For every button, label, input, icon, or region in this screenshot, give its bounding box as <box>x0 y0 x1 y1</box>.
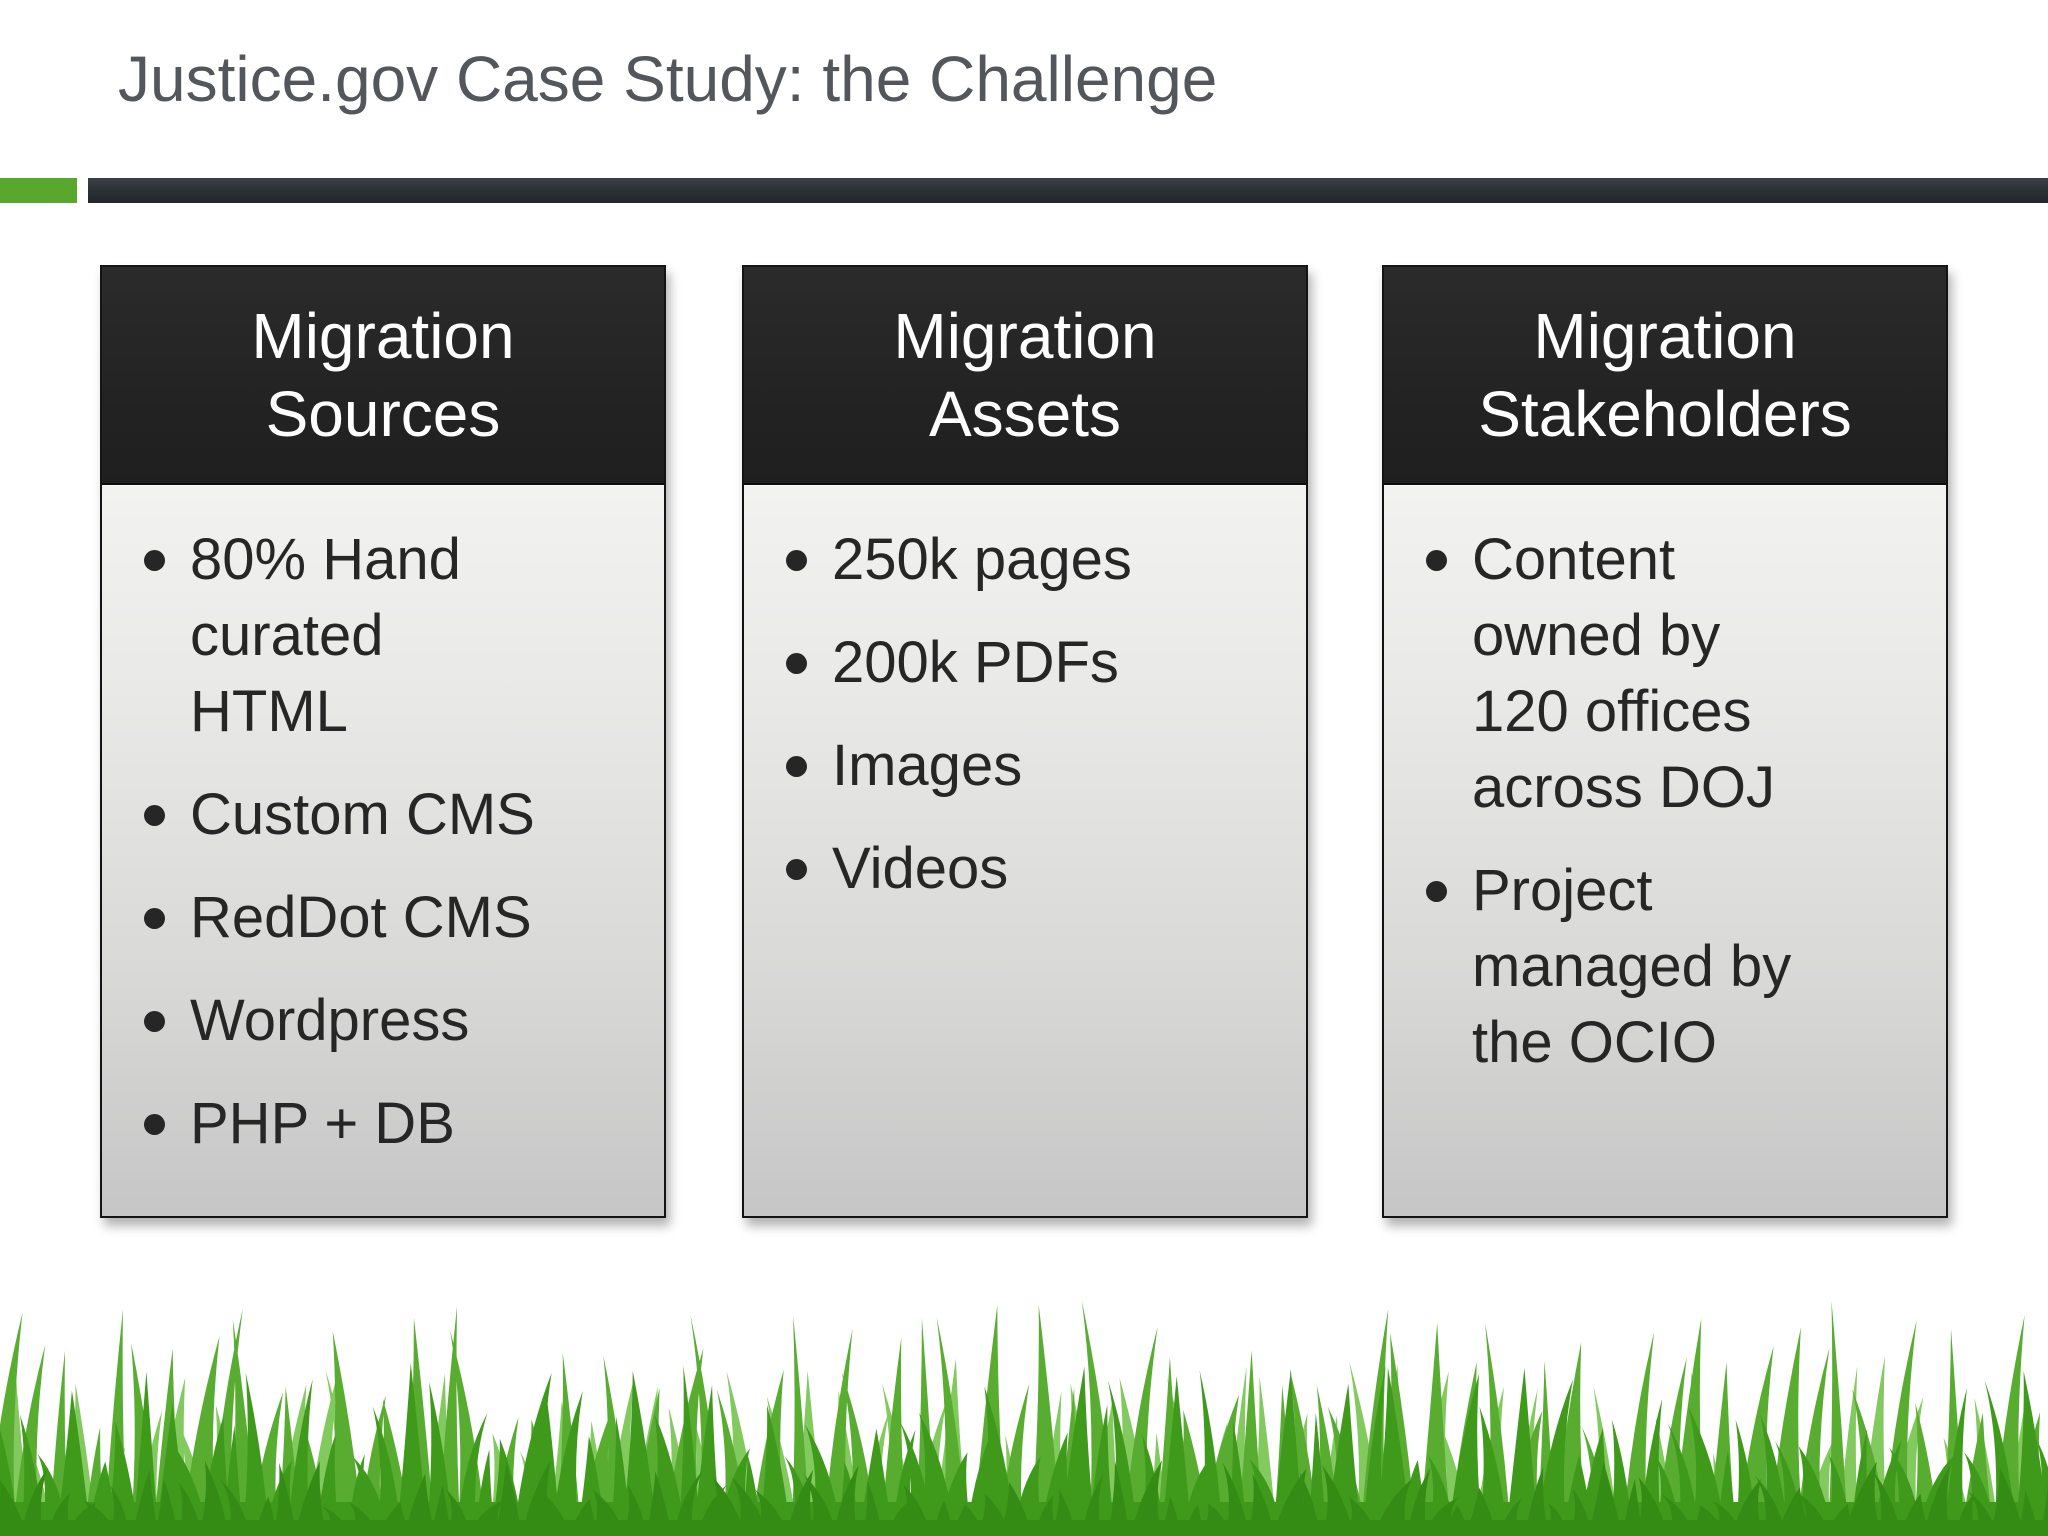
bullet-item: Videos <box>780 831 1184 907</box>
bullet-list-stakeholders: Content owned by 120 offices across DOJ … <box>1384 522 1946 1081</box>
grass-border-image <box>0 1300 2048 1536</box>
card-body-stakeholders: Content owned by 120 offices across DOJ … <box>1384 485 1946 1216</box>
bullet-item: Project managed by the OCIO <box>1420 853 1824 1081</box>
card-header-assets: Migration Assets <box>744 267 1306 485</box>
bullet-item: Content owned by 120 offices across DOJ <box>1420 522 1824 826</box>
card-body-assets: 250k pages 200k PDFs Images Videos <box>744 485 1306 1216</box>
bullet-item: 80% Hand curated HTML <box>138 522 542 750</box>
bullet-item: PHP + DB <box>138 1086 542 1162</box>
card-migration-assets: Migration Assets 250k pages 200k PDFs Im… <box>742 265 1308 1218</box>
bullet-item: Wordpress <box>138 983 542 1059</box>
bullet-item: RedDot CMS <box>138 880 542 956</box>
bullet-list-sources: 80% Hand curated HTML Custom CMS RedDot … <box>102 522 664 1162</box>
card-body-sources: 80% Hand curated HTML Custom CMS RedDot … <box>102 485 664 1216</box>
card-migration-stakeholders: Migration Stakeholders Content owned by … <box>1382 265 1948 1218</box>
slide-title: Justice.gov Case Study: the Challenge <box>118 43 1218 115</box>
bullet-item: Images <box>780 728 1184 804</box>
card-header-stakeholders: Migration Stakeholders <box>1384 267 1946 485</box>
bullet-item: 250k pages <box>780 522 1184 598</box>
bullet-item: 200k PDFs <box>780 625 1184 701</box>
bullet-list-assets: 250k pages 200k PDFs Images Videos <box>744 522 1306 907</box>
card-header-sources: Migration Sources <box>102 267 664 485</box>
accent-bar-dark <box>88 178 2048 203</box>
card-migration-sources: Migration Sources 80% Hand curated HTML … <box>100 265 666 1218</box>
bullet-item: Custom CMS <box>138 777 542 853</box>
accent-bar-green <box>0 178 77 203</box>
